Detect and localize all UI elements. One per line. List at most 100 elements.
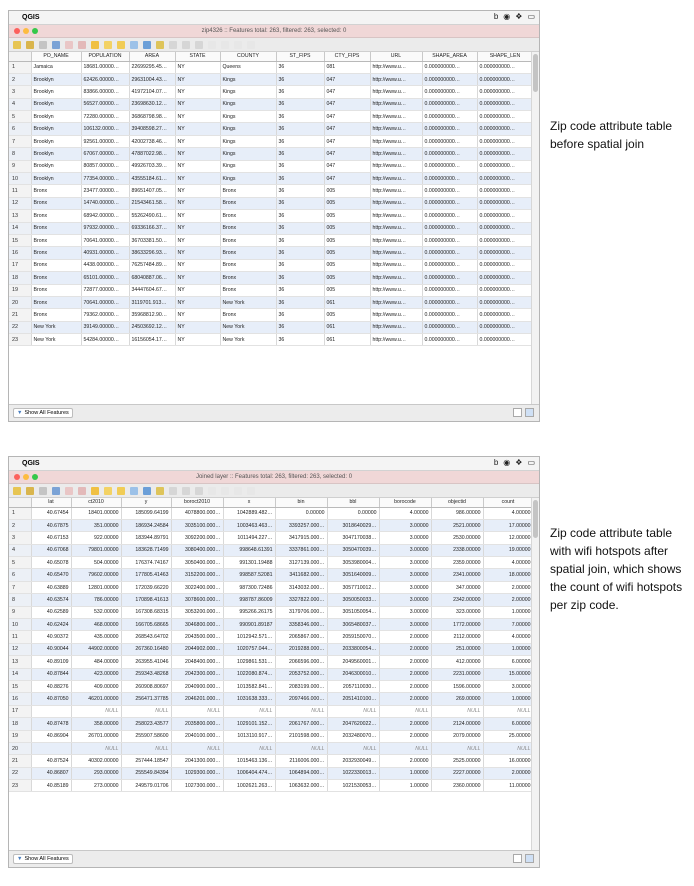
pan-to-selection-icon[interactable]: [156, 40, 164, 49]
table-cell[interactable]: 005: [324, 284, 371, 297]
table-cell[interactable]: 185099.64199: [121, 507, 172, 520]
table-row[interactable]: 8 40.63574 786.00000 170898.41613 3078600.00…: [9, 593, 531, 607]
table-cell[interactable]: 0.000000000…: [477, 296, 531, 310]
table-cell[interactable]: 83866.00000…: [81, 85, 130, 99]
table-cell[interactable]: 3053200.000…: [171, 606, 224, 620]
table-cell[interactable]: 40.62589: [31, 606, 72, 620]
table-cell[interactable]: NY: [175, 321, 221, 335]
table-cell[interactable]: 061: [324, 296, 371, 310]
vertical-scrollbar[interactable]: [531, 498, 539, 851]
table-cell[interactable]: 4.00000: [483, 630, 531, 644]
table-cell[interactable]: 72877.00000…: [81, 284, 130, 297]
app-menu-qgis[interactable]: QGIS: [22, 460, 40, 467]
table-cell[interactable]: NULL: [275, 705, 328, 719]
table-cell[interactable]: 40.85189: [31, 779, 72, 793]
table-cell[interactable]: 36: [276, 284, 325, 297]
table-cell[interactable]: 80857.00000…: [81, 160, 130, 174]
table-cell[interactable]: 2.00000: [379, 655, 432, 669]
new-field-icon[interactable]: [208, 486, 216, 495]
table-cell[interactable]: New York: [220, 321, 277, 335]
table-cell[interactable]: 268543.64702: [121, 630, 172, 644]
table-cell[interactable]: 0.000000000…: [477, 308, 531, 322]
table-cell[interactable]: 1015463.136…: [223, 754, 276, 768]
table-cell[interactable]: 005: [324, 184, 371, 198]
table-cell[interactable]: 255907.58600: [121, 730, 172, 743]
column-header[interactable]: boroct2010: [171, 498, 224, 508]
table-cell[interactable]: 2.00000: [379, 754, 432, 768]
table-cell[interactable]: 3051640009…: [327, 568, 380, 582]
table-cell[interactable]: Bronx: [31, 184, 82, 198]
table-row[interactable]: 15 40.88276 409.00000 260908.80697 2040900.0…: [9, 680, 531, 694]
table-cell[interactable]: 0.000000000…: [477, 160, 531, 174]
pencil-icon[interactable]: [13, 40, 21, 49]
table-cell[interactable]: 36703381.50…: [129, 234, 176, 248]
table-cell[interactable]: Kings: [220, 172, 277, 186]
invert-selection-icon[interactable]: [117, 486, 125, 495]
table-cell[interactable]: 0.000000000…: [477, 222, 531, 235]
table-cell[interactable]: 29631004.43…: [129, 73, 176, 87]
table-cell[interactable]: 26701.00000: [71, 730, 122, 743]
table-cell[interactable]: 047: [324, 73, 371, 87]
table-cell[interactable]: 176374.74167: [121, 556, 172, 570]
table-row[interactable]: 23 New York 54284.00000… 16156054.17… NY New …: [9, 333, 531, 347]
table-cell[interactable]: New York: [31, 321, 82, 335]
table-cell[interactable]: 047: [324, 147, 371, 161]
table-cell[interactable]: 36: [276, 184, 325, 198]
zoom-to-selection-icon[interactable]: [169, 40, 177, 49]
tray-icon[interactable]: ◉: [503, 458, 511, 467]
table-cell[interactable]: 3179706.000…: [275, 606, 328, 620]
table-cell[interactable]: Brooklyn: [31, 147, 82, 161]
expression-select-icon[interactable]: [91, 486, 99, 495]
row-number[interactable]: 10: [9, 172, 32, 186]
table-cell[interactable]: 2048400.000…: [171, 655, 224, 669]
table-cell[interactable]: NY: [175, 135, 221, 149]
row-number[interactable]: 13: [9, 209, 32, 223]
table-cell[interactable]: 3.00000: [379, 531, 432, 545]
table-cell[interactable]: 68040887.06…: [129, 271, 176, 285]
table-cell[interactable]: 0.000000000…: [477, 135, 531, 149]
table-cell[interactable]: NY: [175, 296, 221, 310]
table-cell[interactable]: NY: [175, 73, 221, 87]
row-number[interactable]: 10: [9, 618, 32, 632]
column-header[interactable]: borocode: [379, 498, 432, 508]
table-cell[interactable]: 005: [324, 308, 371, 322]
row-number[interactable]: 12: [9, 197, 32, 211]
table-cell[interactable]: 23698630.12…: [129, 98, 176, 112]
table-cell[interactable]: Bronx: [220, 259, 277, 273]
table-cell[interactable]: 435.00000: [71, 630, 122, 644]
table-cell[interactable]: 0.00000: [275, 507, 328, 520]
table-cell[interactable]: [31, 742, 72, 756]
table-cell[interactable]: http://www.u…: [370, 222, 423, 235]
table-row[interactable]: 2 40.67875 351.00000 186934.24584 3035100.00…: [9, 519, 531, 533]
table-cell[interactable]: 2342.00000: [431, 593, 484, 607]
table-cell[interactable]: NY: [175, 259, 221, 273]
table-row[interactable]: 7 40.63889 12801.00000 172039.66220 3022400.…: [9, 581, 531, 595]
row-number[interactable]: 4: [9, 544, 32, 558]
row-number[interactable]: 12: [9, 643, 32, 657]
column-header[interactable]: SHAPE_AREA: [422, 52, 478, 62]
table-cell[interactable]: 11.00000: [483, 779, 531, 793]
table-cell[interactable]: Bronx: [220, 222, 277, 235]
table-cell[interactable]: 36: [276, 222, 325, 235]
table-cell[interactable]: Bronx: [31, 246, 82, 260]
close-window-button[interactable]: [14, 474, 20, 480]
table-cell[interactable]: 40.63889: [31, 581, 72, 595]
table-cell[interactable]: 2525.00000: [431, 754, 484, 768]
table-cell[interactable]: 36: [276, 135, 325, 149]
table-cell[interactable]: Kings: [220, 98, 277, 112]
table-cell[interactable]: Brooklyn: [31, 122, 82, 136]
table-cell[interactable]: 1027300.000…: [171, 779, 224, 793]
row-number[interactable]: 2: [9, 73, 32, 87]
table-cell[interactable]: http://www.u…: [370, 308, 423, 322]
table-cell[interactable]: 36: [276, 172, 325, 186]
table-cell[interactable]: 0.000000000…: [422, 321, 478, 335]
row-number[interactable]: 15: [9, 680, 32, 694]
table-cell[interactable]: 18681.00000…: [81, 61, 130, 74]
row-number[interactable]: 20: [9, 742, 32, 756]
zoom-window-button[interactable]: [32, 474, 38, 480]
table-cell[interactable]: 70641.00000…: [81, 296, 130, 310]
table-cell[interactable]: 3.00000: [379, 556, 432, 570]
table-cell[interactable]: http://www.u…: [370, 333, 423, 347]
table-cell[interactable]: 36: [276, 209, 325, 223]
table-cell[interactable]: Kings: [220, 73, 277, 87]
